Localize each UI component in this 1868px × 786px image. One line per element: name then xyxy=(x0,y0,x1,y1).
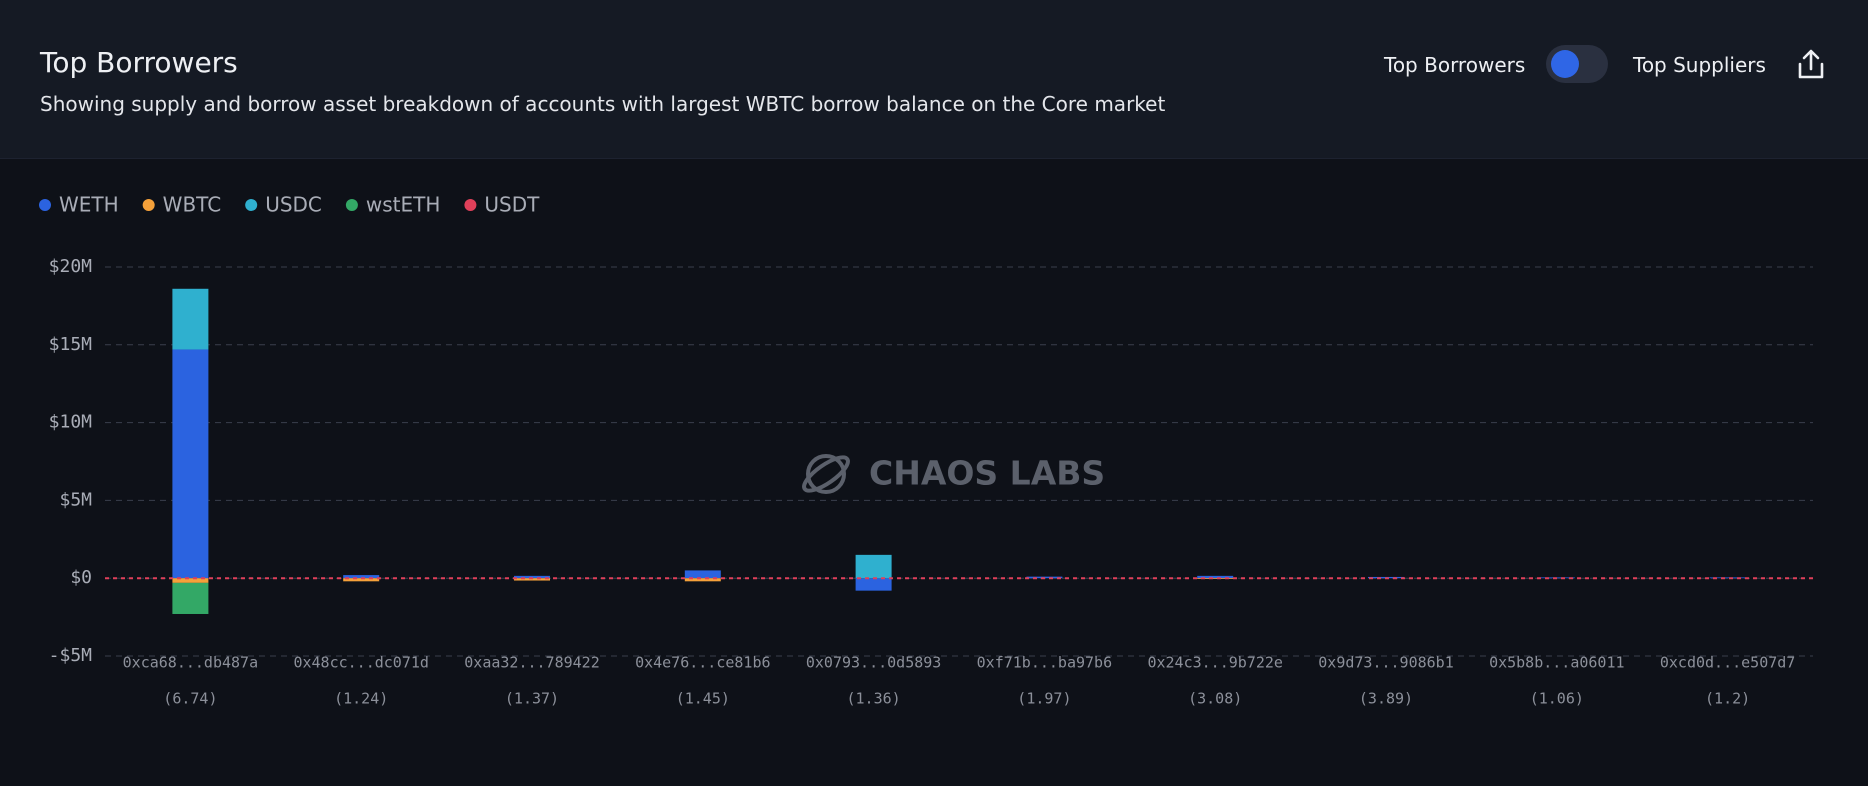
bar-segment xyxy=(172,349,209,579)
y-tick-label: $5M xyxy=(59,489,92,510)
x-tick-note: (1.2) xyxy=(1705,690,1750,708)
x-tick-note: (1.37) xyxy=(505,690,559,708)
x-tick-label: 0x48cc...dc071d xyxy=(293,654,428,672)
x-tick-note: (1.45) xyxy=(676,690,730,708)
legend-label: wstETH xyxy=(366,193,441,217)
bar-segment xyxy=(1197,578,1234,579)
legend-marker xyxy=(245,199,258,211)
x-tick-note: (6.74) xyxy=(163,690,217,708)
legend-label: USDT xyxy=(484,193,540,217)
x-tick-note: (3.89) xyxy=(1359,690,1413,708)
x-tick-label: 0x24c3...9b722e xyxy=(1147,654,1282,672)
y-tick-label: $0 xyxy=(70,567,92,588)
chart: CHAOS LABS WETH WBTC USDC wstETH USDT -$5M $0 $… xyxy=(39,193,1813,708)
y-tick-label: $20M xyxy=(49,256,93,277)
x-tick-label: 0xcd0d...e507d7 xyxy=(1660,654,1795,672)
bar-segment xyxy=(1709,577,1746,579)
watermark: CHAOS LABS xyxy=(869,454,1105,493)
x-tick-note: (1.06) xyxy=(1530,690,1584,708)
export-button[interactable] xyxy=(1795,48,1827,82)
x-tick-label: 0xaa32...789422 xyxy=(464,654,599,672)
x-tick-label: 0x4e76...ce81b6 xyxy=(635,654,770,672)
bar-segment xyxy=(172,582,209,614)
legend-marker xyxy=(142,199,155,211)
x-tick-note: (1.97) xyxy=(1017,690,1071,708)
toggle-knob xyxy=(1551,50,1579,78)
x-tick-note: (1.36) xyxy=(847,690,901,708)
x-tick-label: 0xca68...db487a xyxy=(123,654,258,672)
x-tick-note: (3.08) xyxy=(1188,690,1242,708)
legend-label: WETH xyxy=(59,193,119,217)
bar-segment xyxy=(343,578,380,582)
bar-segment xyxy=(172,288,209,350)
x-tick-label: 0x5b8b...a06011 xyxy=(1489,654,1624,672)
y-tick-label: -$5M xyxy=(49,645,93,666)
x-tick-label: 0xf71b...ba97b6 xyxy=(977,654,1112,672)
subtitle: Showing supply and borrow asset breakdow… xyxy=(40,92,1166,116)
bar-segment xyxy=(343,575,380,579)
bar-segment xyxy=(514,578,550,581)
bar-segment xyxy=(684,570,721,579)
legend-label: USDC xyxy=(265,193,322,217)
title: Top Borrowers xyxy=(40,46,238,79)
legend-label: WBTC xyxy=(163,193,222,217)
bar-segment xyxy=(684,578,721,582)
y-tick-label: $10M xyxy=(49,412,93,433)
legend-marker xyxy=(464,199,477,211)
x-tick-label: 0x9d73...9086b1 xyxy=(1318,654,1453,672)
x-tick-label: 0x0793...0d5893 xyxy=(806,654,941,672)
bar-segment xyxy=(514,575,550,579)
watermark-logo xyxy=(802,454,850,494)
bar-segment xyxy=(1197,575,1234,579)
y-tick-label: $15M xyxy=(49,334,93,355)
toggle-label[interactable]: Top Borrowers xyxy=(1384,53,1526,77)
legend-marker xyxy=(39,199,51,211)
x-tick-note: (1.24) xyxy=(334,690,388,708)
bar-segment xyxy=(855,578,892,591)
bar-segment xyxy=(172,578,209,583)
bar-segment xyxy=(855,554,892,579)
header: Top Borrowers Showing supply and borrow … xyxy=(0,0,1868,159)
legend-marker xyxy=(345,199,358,211)
toggle-label[interactable]: Top Suppliers xyxy=(1633,53,1766,77)
toggle[interactable] xyxy=(1546,45,1608,83)
